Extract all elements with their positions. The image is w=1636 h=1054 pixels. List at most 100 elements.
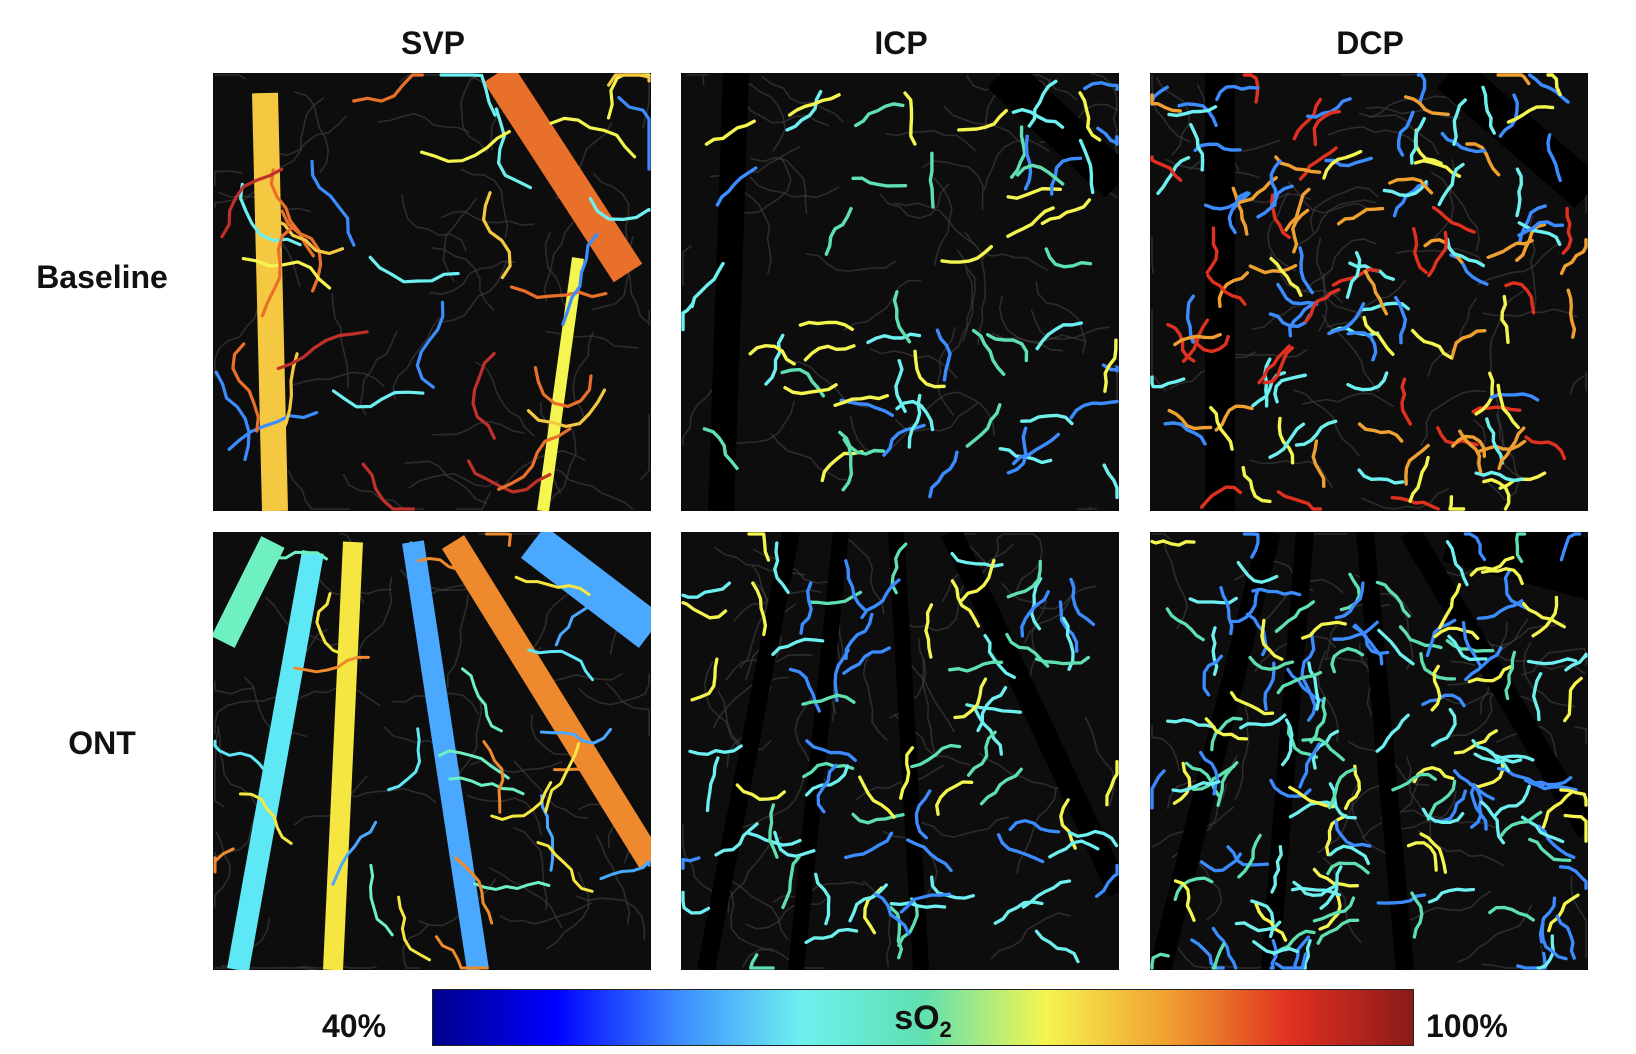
capillary-segment [239,182,302,247]
capillary-segment [434,935,489,970]
background-vessel [839,535,885,615]
background-vessel [1151,309,1167,392]
capillary-segment [1276,490,1323,511]
capillary-segment [1496,383,1520,430]
capillary-segment [1242,532,1260,559]
capillary-segment [854,102,905,128]
capillary-segment [1541,789,1575,829]
capillary-segment [269,168,315,258]
background-vessel [1360,488,1450,510]
capillary-segment [1008,819,1061,834]
capillary-segment [256,217,345,256]
capillary-segment [1464,646,1503,682]
background-vessel [685,74,709,86]
capillary-segment [276,330,369,371]
capillary-segment [702,427,739,470]
background-vessel [922,160,984,211]
capillary-segment [705,756,720,813]
capillary-segment [1150,539,1196,547]
capillary-segment [1327,302,1366,336]
capillary-segment [1465,142,1501,177]
capillary-segment [1322,149,1363,180]
shadow-band [788,532,849,970]
background-vessel [442,197,477,282]
capillary-segment [617,96,651,171]
capillary-segment [1537,824,1576,859]
capillary-segment [802,761,855,779]
background-vessel [513,760,589,819]
capillary-segment [1309,696,1327,744]
capillary-segment [747,831,802,847]
capillary-segment [482,740,505,814]
background-vessel [543,214,582,302]
background-vessel [1249,459,1333,488]
capillary-segment [1276,670,1323,695]
capillary-segment [227,411,319,451]
capillary-segment [1474,470,1524,483]
capillary-segment [973,707,1004,756]
vessel-map-ont-svp [213,532,651,970]
background-vessel [293,371,385,388]
capillary-segment [1229,691,1275,716]
capillary-segment [417,557,483,596]
capillary-segment [785,89,823,132]
large-vessel [323,541,363,970]
background-vessel [750,156,808,215]
capillary-segment [1216,761,1239,807]
capillary-segment [1410,891,1424,939]
capillary-segment [914,789,932,840]
background-vessel [943,105,1029,149]
background-vessel [489,867,563,929]
capillary-segment [1010,125,1027,179]
background-vessel [1322,857,1362,944]
capillary-segment [544,742,581,813]
background-vessel [1309,186,1379,233]
background-vessel [1151,74,1191,143]
capillary-segment [1165,607,1205,642]
capillary-segment [1163,421,1207,446]
capillary-segment [787,93,841,117]
capillary-segment [851,176,908,188]
capillary-segment [1406,841,1438,872]
capillary-segment [768,803,779,859]
vessel-map-baseline-icp [681,73,1119,511]
background-vessel [640,414,650,480]
capillary-segment [798,320,854,331]
capillary-segment [771,637,825,657]
background-vessel [1495,413,1520,501]
background-vessel [270,97,324,168]
capillary-segment [910,743,962,769]
capillary-segment [1391,772,1437,792]
capillary-segment [953,677,988,720]
capillary-segment [1150,155,1183,182]
capillary-segment [213,739,268,774]
capillary-segment [690,657,719,702]
background-vessel [1570,875,1587,959]
capillary-segment [1526,657,1578,666]
colorbar-min-label: 40% [322,1008,387,1044]
capillary-segment [1496,73,1531,86]
capillary-segment [1311,439,1326,488]
capillary-segment [1476,599,1524,621]
capillary-segment [1515,532,1527,564]
capillary-segment [1252,940,1299,955]
background-vessel [998,295,1064,352]
capillary-segment [1471,405,1522,414]
capillary-segment [473,880,551,891]
capillary-segment [986,333,1029,363]
capillary-segment [1528,73,1570,104]
background-vessel [392,317,441,400]
capillary-segment [1566,288,1577,339]
capillary-segment [1215,84,1260,102]
background-vessel [1151,725,1180,771]
capillary-segment [415,300,445,389]
background-vessel [358,576,393,663]
capillary-segment [804,764,850,797]
background-vessel [512,826,548,911]
capillary-segment [1408,455,1430,503]
capillary-segment [1105,760,1119,807]
column-label-dcp: DCP [1336,25,1404,61]
background-vessel [719,878,789,941]
capillary-segment [1561,206,1573,255]
capillary-segment [1166,718,1216,729]
